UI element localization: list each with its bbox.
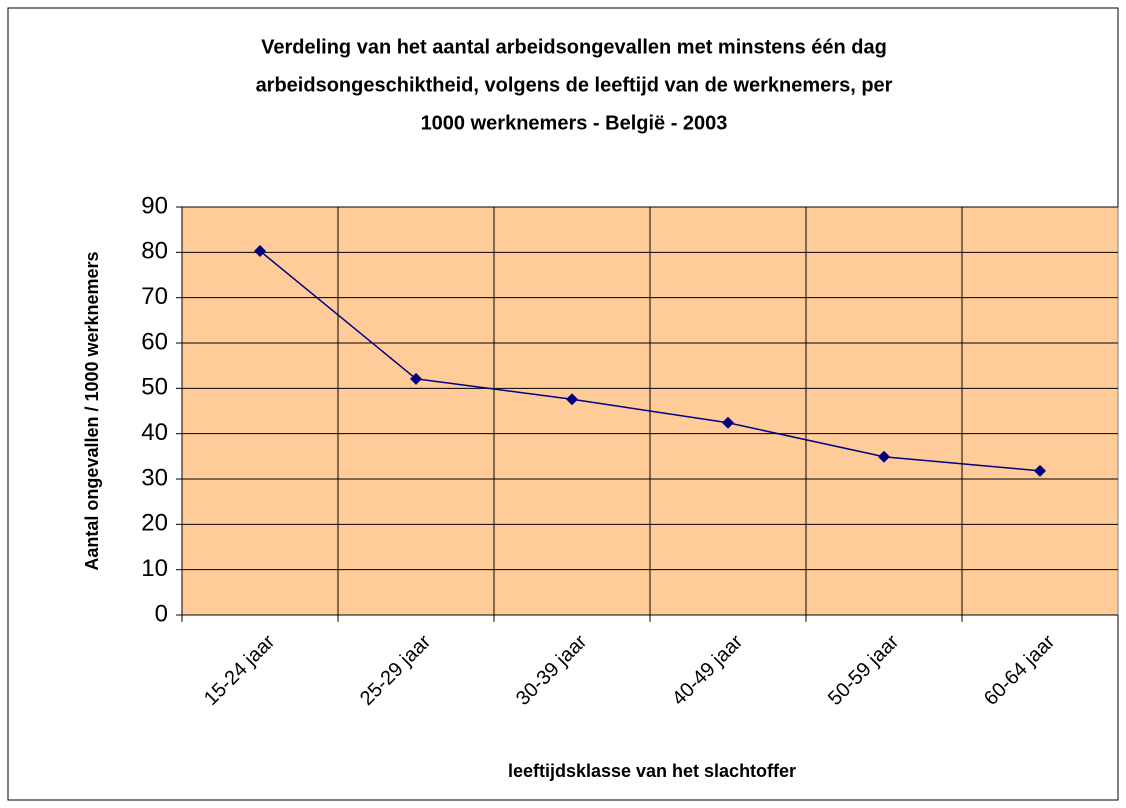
y-tick-label: 80 <box>141 238 168 265</box>
chart-title: 1000 werknemers - België - 2003 <box>421 112 728 134</box>
x-axis-label: leeftijdsklasse van het slachtoffer <box>508 761 796 781</box>
y-tick-label: 60 <box>141 328 168 355</box>
y-tick-label: 40 <box>141 419 168 446</box>
y-axis-label: Aantal ongevallen / 1000 werknemers <box>82 251 102 570</box>
y-tick-label: 10 <box>141 555 168 582</box>
data-marker <box>722 416 734 429</box>
data-marker <box>410 372 422 385</box>
y-tick-label: 0 <box>155 600 168 627</box>
y-tick-label: 20 <box>141 510 168 537</box>
data-marker <box>1034 464 1046 477</box>
chart-title: Verdeling van het aantal arbeidsongevall… <box>261 36 887 58</box>
chart-title: arbeidsongeschiktheid, volgens de leefti… <box>256 74 893 96</box>
y-tick-label: 90 <box>141 192 168 219</box>
data-marker <box>566 393 578 406</box>
data-line <box>259 250 1041 472</box>
data-marker <box>254 244 266 257</box>
y-tick-label: 70 <box>141 283 168 310</box>
data-marker <box>878 450 890 463</box>
y-tick-label: 30 <box>141 464 168 491</box>
y-tick-label: 50 <box>141 374 168 401</box>
